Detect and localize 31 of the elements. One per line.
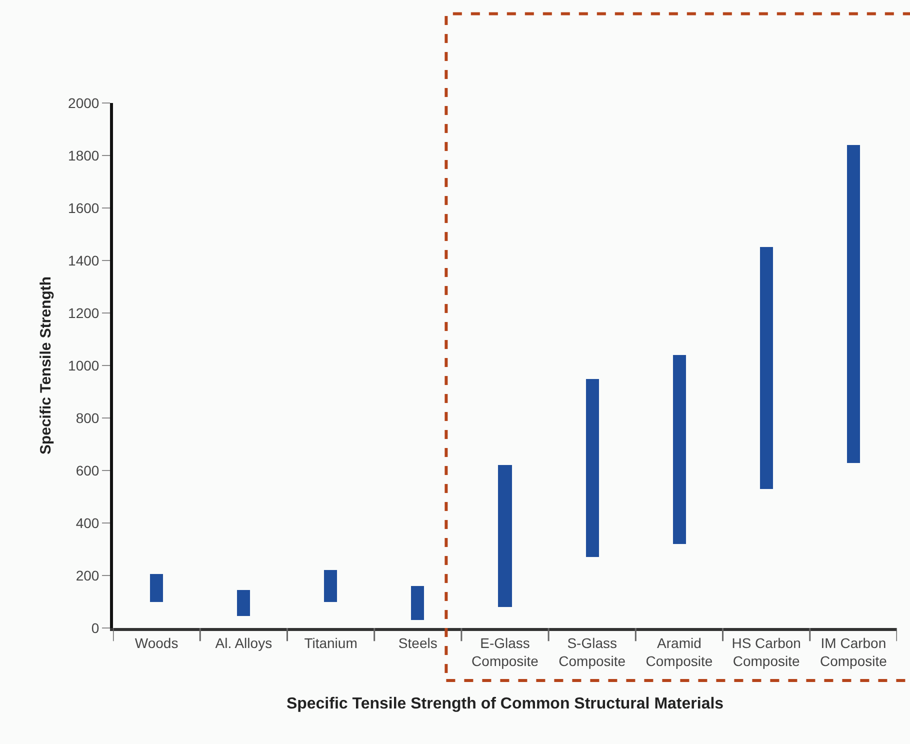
bar	[673, 355, 686, 544]
x-tick-label: Aramid Composite	[646, 634, 713, 669]
y-tick-label: 0	[91, 620, 100, 636]
x-tick-label: Woods	[134, 634, 178, 651]
bar	[586, 379, 599, 557]
bar	[411, 586, 424, 620]
y-tick-label: 200	[76, 567, 100, 584]
y-tick-label: 1200	[68, 304, 100, 321]
bar	[847, 145, 860, 463]
y-tick-label: 800	[76, 410, 100, 426]
y-tick-label: 2000	[68, 94, 100, 111]
bar	[237, 590, 250, 616]
x-tick-label: HS Carbon Composite	[732, 634, 801, 669]
y-tick-label: 400	[76, 514, 100, 531]
x-tick-label: Titanium	[304, 634, 358, 651]
x-axis-title: Specific Tensile Strength of Common Structural Materials	[286, 696, 724, 713]
x-tick-label: S-Glass Composite	[558, 634, 626, 669]
x-tick-label: Al. Alloys	[215, 634, 272, 651]
y-tick-label: 1400	[68, 252, 100, 268]
bar	[324, 570, 337, 602]
bar	[760, 247, 773, 489]
y-tick-label: 1600	[68, 200, 100, 216]
x-tick-label: Steels	[398, 634, 438, 651]
bar	[150, 574, 163, 602]
y-tick-label: 1800	[68, 147, 100, 164]
y-tick-label: 600	[76, 462, 100, 478]
y-tick-label: 1000	[68, 357, 100, 374]
x-tick-label: IM Carbon Composite	[820, 634, 888, 669]
y-axis-title: Specific Tensile Strength	[37, 276, 54, 455]
bar	[498, 465, 512, 607]
x-tick-label: E-Glass Composite	[472, 634, 539, 669]
